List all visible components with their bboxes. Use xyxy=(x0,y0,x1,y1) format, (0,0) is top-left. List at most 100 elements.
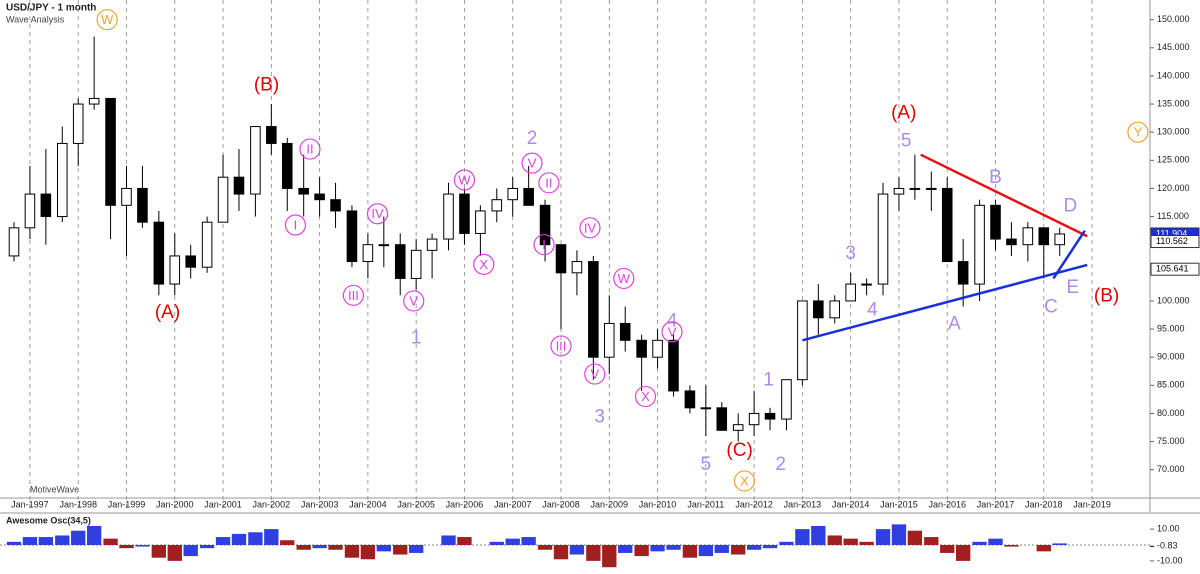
osc-bar xyxy=(682,545,698,558)
candle-body xyxy=(523,187,534,206)
price-label: 105.641 xyxy=(1156,264,1189,274)
wave-label: IV xyxy=(584,220,597,235)
wave-label: 1 xyxy=(411,328,422,349)
candle-body xyxy=(571,261,583,274)
wave-label: V xyxy=(409,293,418,308)
x-tick-label: Jan-1997 xyxy=(11,499,49,509)
wave-label: II xyxy=(306,142,313,157)
annotation-circle xyxy=(634,385,657,408)
price-label-box xyxy=(1150,262,1200,276)
annotation-circle xyxy=(1127,121,1149,143)
candle-body xyxy=(652,339,663,358)
y-tick-label: 125.000 xyxy=(1157,155,1190,165)
chart-title: USD/JPY - 1 month xyxy=(6,3,96,14)
wave-label: 3 xyxy=(594,406,605,427)
osc-bar xyxy=(602,545,617,568)
candle-body xyxy=(619,322,631,341)
candle-body xyxy=(603,322,615,358)
candle-body xyxy=(732,424,744,431)
wave-label: B xyxy=(989,167,1002,188)
x-tick-label: Jan-2007 xyxy=(494,499,532,509)
wave-label: 5 xyxy=(901,131,912,152)
wave-label: X xyxy=(641,389,650,404)
annotation-circle xyxy=(403,290,425,312)
osc-bar xyxy=(151,545,167,558)
candle-body xyxy=(716,407,728,431)
candle-body xyxy=(990,204,1001,240)
osc-bar xyxy=(22,537,38,545)
candle-body xyxy=(588,261,599,358)
candle-body xyxy=(861,283,872,286)
osc-bar xyxy=(6,541,22,545)
y-tick-label: 135.000 xyxy=(1157,98,1190,108)
y-tick-label: 70.000 xyxy=(1157,464,1185,474)
osc-bar xyxy=(666,545,681,550)
candle-body xyxy=(491,199,503,212)
wave-label: (B) xyxy=(254,74,279,95)
candle-body xyxy=(845,283,856,302)
annotation-circle xyxy=(733,470,756,492)
wave-label: V xyxy=(528,156,537,171)
annotation-circle xyxy=(342,284,365,306)
osc-bar xyxy=(71,530,86,545)
annotation-circle xyxy=(584,363,606,385)
candle-body xyxy=(893,187,905,195)
x-tick-label: Jan-2013 xyxy=(784,499,822,509)
candle-body xyxy=(185,255,196,268)
y-tick-label: 120.000 xyxy=(1157,183,1190,193)
osc-bar xyxy=(441,535,456,545)
candle-body xyxy=(217,176,229,223)
y-tick-label: 145.000 xyxy=(1157,42,1190,52)
wave-label: 4 xyxy=(667,311,678,332)
y-tick-label: 80.000 xyxy=(1157,408,1185,418)
candle-body xyxy=(137,187,148,223)
trend-line xyxy=(1052,229,1086,280)
osc-bar xyxy=(457,537,472,545)
x-tick-label: Jan-2006 xyxy=(446,499,484,509)
wave-label: 4 xyxy=(867,299,878,320)
osc-bar xyxy=(988,538,1003,545)
x-tick-label: Jan-2004 xyxy=(349,499,387,509)
annotation-circle xyxy=(579,217,601,239)
trend-line xyxy=(920,153,1088,238)
osc-bar xyxy=(1036,545,1051,552)
wave-label: 3 xyxy=(845,243,856,264)
candle-body xyxy=(346,210,358,263)
candle-body xyxy=(829,300,841,319)
annotation-circle xyxy=(366,203,389,225)
wave-label: (A) xyxy=(155,302,180,323)
osc-bar xyxy=(795,529,810,545)
x-tick-label: Jan-2001 xyxy=(204,499,242,509)
candle-body xyxy=(764,412,776,420)
x-tick-label: Jan-1998 xyxy=(59,499,97,509)
candle-body xyxy=(700,407,712,410)
candle-body xyxy=(941,187,953,263)
osc-bar xyxy=(586,545,601,561)
annotation-circle xyxy=(473,253,495,275)
candle-body xyxy=(1006,238,1017,246)
candle-body xyxy=(24,193,36,229)
wave-label: X xyxy=(479,257,488,272)
wave-label: W xyxy=(458,172,471,187)
footer: MotiveWave xyxy=(30,484,79,494)
candle-body xyxy=(121,187,132,206)
osc-bar xyxy=(231,533,247,545)
x-tick-label: Jan-2010 xyxy=(639,499,677,509)
wave-label: III xyxy=(556,338,567,353)
candle-body xyxy=(281,142,293,189)
osc-bar xyxy=(86,525,102,545)
osc-bar xyxy=(344,545,360,558)
x-tick-label: Jan-2011 xyxy=(687,499,724,509)
wave-label: C xyxy=(1044,297,1058,318)
candle-body xyxy=(443,193,454,240)
y-tick-label: 100.000 xyxy=(1157,295,1190,305)
y-tick-label: 75.000 xyxy=(1157,436,1185,446)
osc-bar xyxy=(650,545,665,552)
candle-body xyxy=(748,412,760,426)
osc-bar xyxy=(505,538,520,545)
wave-label: 2 xyxy=(527,128,538,149)
wave-label: II xyxy=(545,175,552,190)
chart-subtitle: Wave Analysis xyxy=(6,14,65,24)
osc-bar xyxy=(940,545,955,553)
annotation-circle xyxy=(453,169,476,191)
